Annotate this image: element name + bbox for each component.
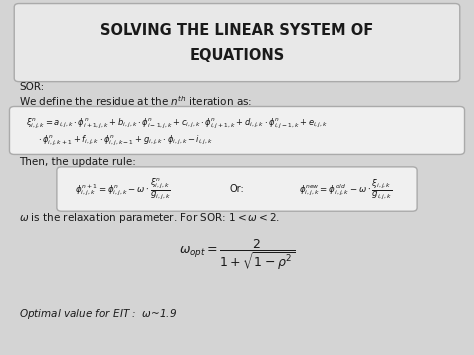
Text: Then, the update rule:: Then, the update rule: — [19, 157, 136, 166]
Text: SOR:: SOR: — [19, 82, 44, 92]
Text: Optimal value for EIT :  $\omega$~1.9: Optimal value for EIT : $\omega$~1.9 — [19, 307, 177, 321]
Text: We define the residue at the $n^{th}$ iteration as:: We define the residue at the $n^{th}$ it… — [19, 94, 252, 108]
Text: $\omega_{opt} = \dfrac{2}{1 + \sqrt{1 - \rho^2}}$: $\omega_{opt} = \dfrac{2}{1 + \sqrt{1 - … — [179, 238, 295, 273]
FancyBboxPatch shape — [57, 167, 417, 211]
Text: SOLVING THE LINEAR SYSTEM OF: SOLVING THE LINEAR SYSTEM OF — [100, 23, 374, 38]
FancyBboxPatch shape — [9, 106, 465, 154]
Text: $\omega$ is the relaxation parameter. For SOR: $1 < \omega < 2.$: $\omega$ is the relaxation parameter. Fo… — [19, 211, 280, 225]
Text: $\cdot\,\phi^n_{i,j,k+1} + f_{i,j,k} \cdot \phi^n_{i,j,k-1} + g_{i,j,k} \cdot \p: $\cdot\,\phi^n_{i,j,k+1} + f_{i,j,k} \cd… — [38, 134, 213, 148]
Text: EQUATIONS: EQUATIONS — [190, 48, 284, 62]
Text: $\phi^{n+1}_{i,j,k} = \phi^n_{i,j,k} - \omega \cdot \dfrac{\xi^n_{i,j,k}}{g_{i,j: $\phi^{n+1}_{i,j,k} = \phi^n_{i,j,k} - \… — [75, 176, 171, 201]
Text: $\xi^n_{i,j,k} = a_{i,j,k} \cdot \phi^n_{i+1,j,k} + b_{i,j,k} \cdot \phi^n_{i-1,: $\xi^n_{i,j,k} = a_{i,j,k} \cdot \phi^n_… — [26, 117, 328, 131]
Text: $\phi^{new}_{i,j,k} = \phi^{old}_{i,j,k} - \omega \cdot \dfrac{\xi_{i,j,k}}{g_{i: $\phi^{new}_{i,j,k} = \phi^{old}_{i,j,k}… — [300, 177, 392, 201]
FancyBboxPatch shape — [14, 4, 460, 82]
Text: Or:: Or: — [229, 184, 245, 194]
